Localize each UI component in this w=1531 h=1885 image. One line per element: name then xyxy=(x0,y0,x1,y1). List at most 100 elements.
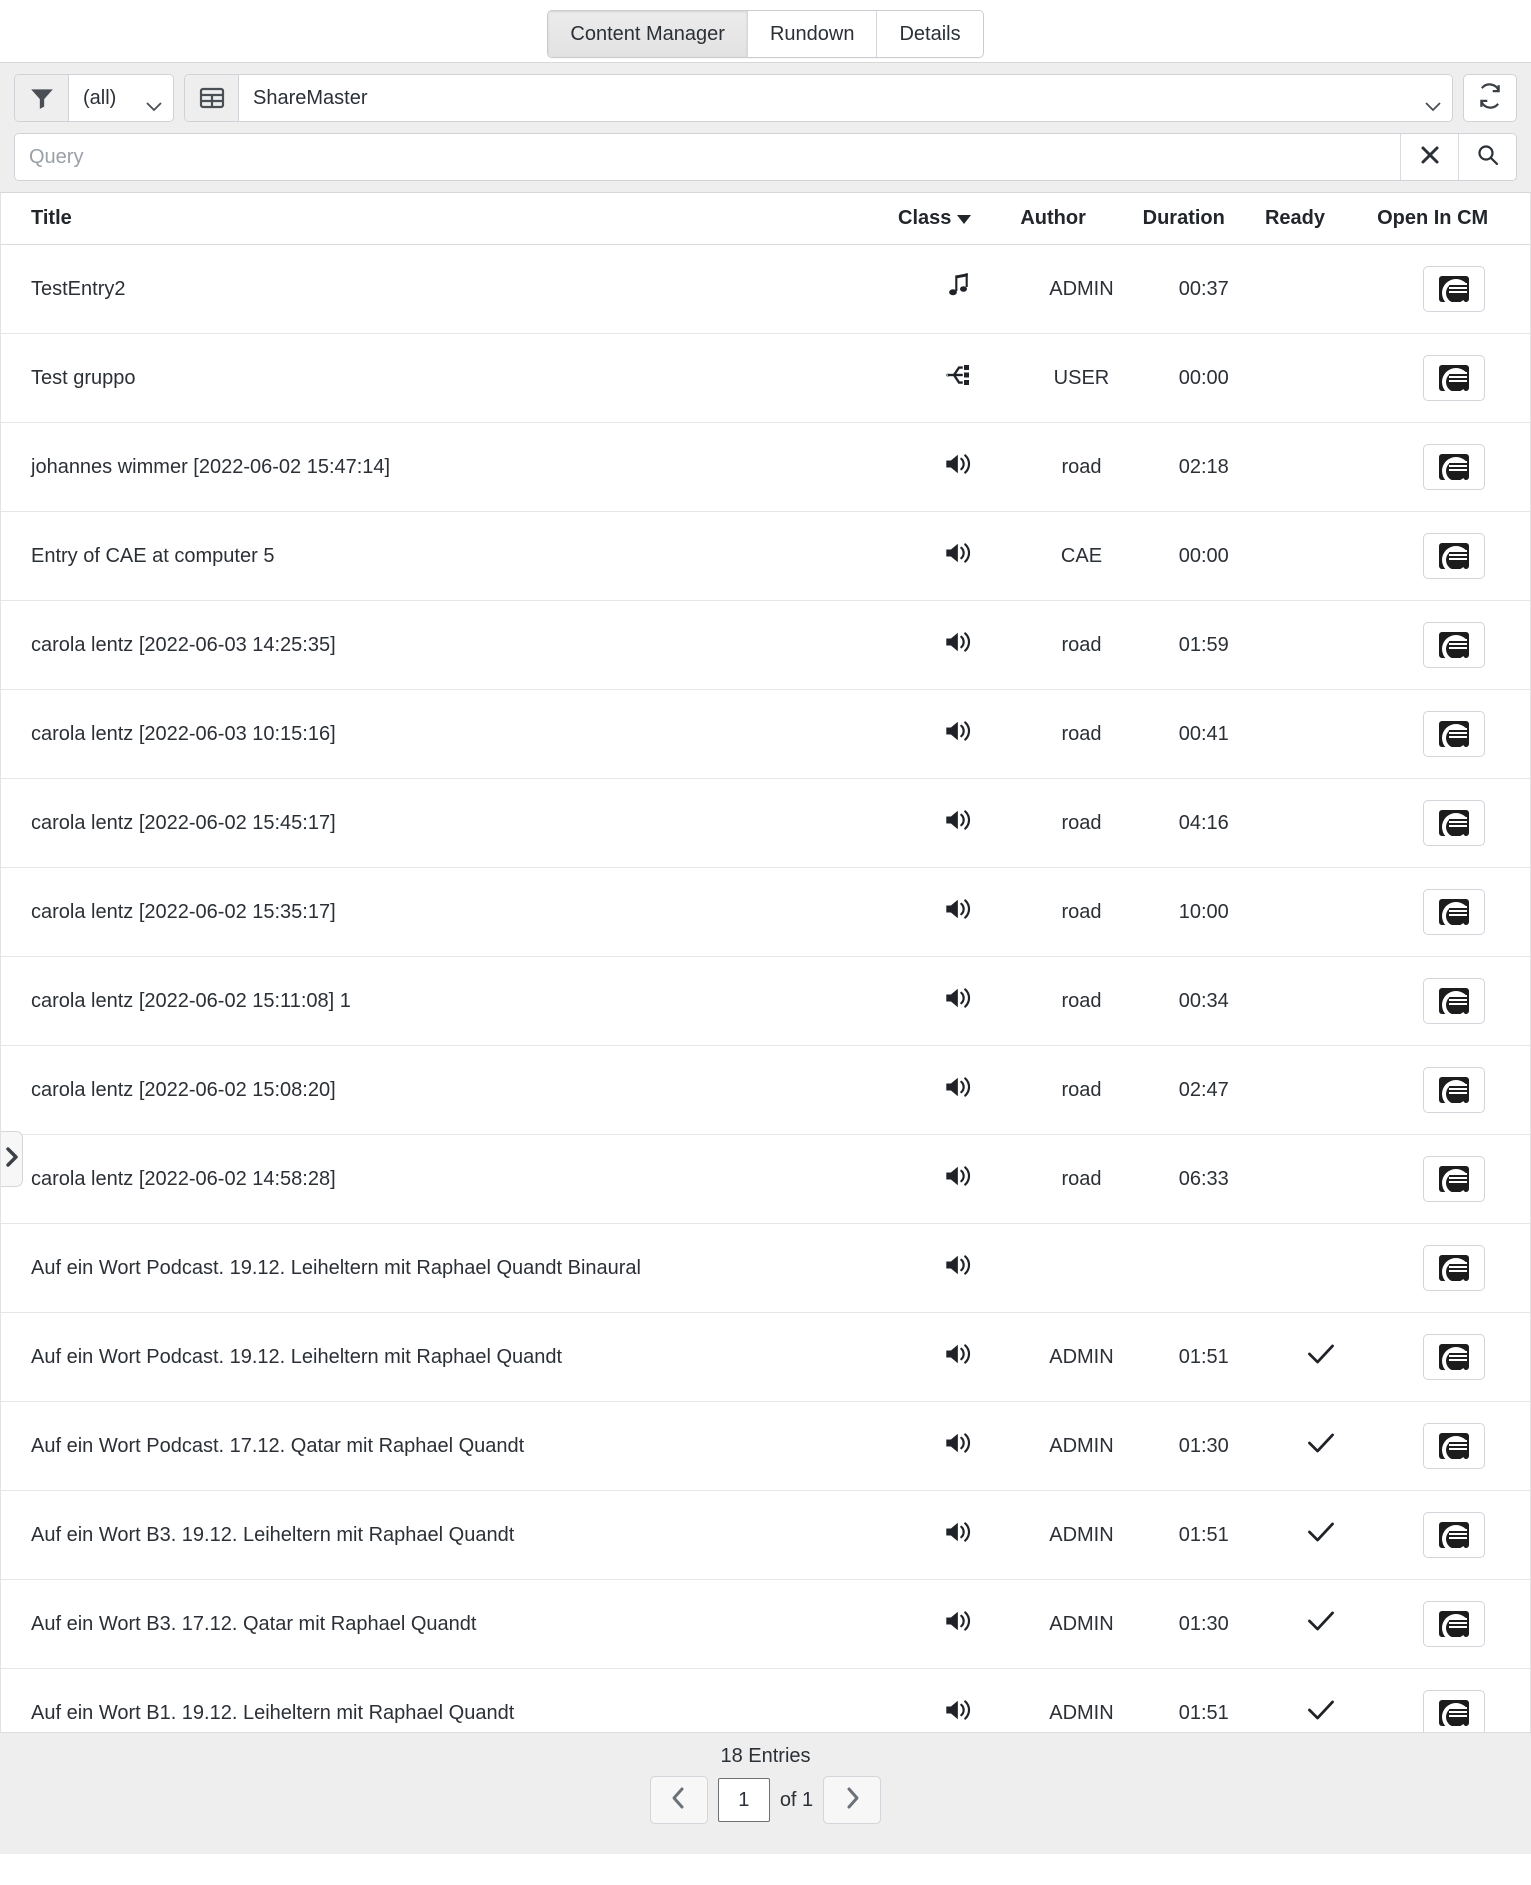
column-header-title[interactable]: Title xyxy=(1,193,898,246)
cell-ready-empty xyxy=(1264,422,1378,513)
content-manager-logo-icon xyxy=(1438,543,1469,570)
cell-title: carola lentz [2022-06-03 14:25:35] xyxy=(1,600,898,691)
previous-page-button[interactable] xyxy=(649,1776,708,1824)
open-in-cm-button[interactable] xyxy=(1422,266,1485,313)
open-in-cm-button[interactable] xyxy=(1422,533,1485,580)
cell-title: carola lentz [2022-06-02 15:11:08] 1 xyxy=(1,956,898,1047)
cell-open-in-cm xyxy=(1377,422,1530,513)
table-row[interactable]: carola lentz [2022-06-02 15:08:20] road 02… xyxy=(1,1045,1530,1136)
next-page-button[interactable] xyxy=(823,1776,882,1824)
cell-title: Test gruppo xyxy=(1,333,898,424)
content-table-area: Title Class Author Duration Ready Open I… xyxy=(0,193,1531,1732)
table-row[interactable]: Auf ein Wort Podcast. 19.12. Leiheltern … xyxy=(1,1223,1530,1314)
content-manager-logo-icon xyxy=(1438,1255,1469,1282)
column-header-class[interactable]: Class xyxy=(898,193,1021,246)
speaker-icon xyxy=(898,511,1021,602)
content-manager-logo-icon xyxy=(1438,632,1469,659)
refresh-button[interactable] xyxy=(1463,74,1517,122)
cell-ready-empty xyxy=(1264,867,1378,958)
cell-author: ADMIN xyxy=(1020,244,1143,335)
table-row[interactable]: johannes wimmer [2022-06-02 15:47:14] roa… xyxy=(1,422,1530,513)
cell-title: TestEntry2 xyxy=(1,244,898,335)
table-row[interactable]: Auf ein Wort B1. 19.12. Leiheltern mit R… xyxy=(1,1668,1530,1732)
share-select[interactable]: ShareMaster xyxy=(239,75,1452,121)
cell-duration: 00:00 xyxy=(1142,511,1265,602)
cell-title: carola lentz [2022-06-03 10:15:16] xyxy=(1,689,898,780)
table-row[interactable]: carola lentz [2022-06-02 15:45:17] road 04… xyxy=(1,778,1530,869)
cell-author: road xyxy=(1020,867,1143,958)
tab-content-manager[interactable]: Content Manager xyxy=(548,11,748,57)
open-in-cm-button[interactable] xyxy=(1422,1334,1485,1381)
table-row[interactable]: TestEntry2 ADMIN 00:37 xyxy=(1,244,1530,335)
tab-details[interactable]: Details xyxy=(877,11,983,57)
cell-open-in-cm xyxy=(1377,1579,1530,1670)
table-grid-icon[interactable] xyxy=(185,75,239,121)
table-row[interactable]: Entry of CAE at computer 5 CAE 00:00 xyxy=(1,511,1530,602)
cell-title: Auf ein Wort B1. 19.12. Leiheltern mit R… xyxy=(1,1668,898,1732)
cell-duration: 10:00 xyxy=(1142,867,1265,958)
open-in-cm-button[interactable] xyxy=(1422,622,1485,669)
cell-ready-empty xyxy=(1264,1134,1378,1225)
open-in-cm-button[interactable] xyxy=(1422,711,1485,758)
cell-duration: 00:37 xyxy=(1142,244,1265,335)
open-in-cm-button[interactable] xyxy=(1422,889,1485,936)
chevron-right-icon xyxy=(5,1146,18,1172)
table-row[interactable]: carola lentz [2022-06-02 14:58:28] road 06… xyxy=(1,1134,1530,1225)
entries-count: 18 Entries xyxy=(720,1745,811,1767)
column-header-open-in-cm[interactable]: Open In CM xyxy=(1377,193,1530,246)
pager: of 1 xyxy=(649,1776,882,1824)
open-in-cm-button[interactable] xyxy=(1422,1601,1485,1648)
table-row[interactable]: Auf ein Wort B3. 17.12. Qatar mit Raphae… xyxy=(1,1579,1530,1670)
open-in-cm-button[interactable] xyxy=(1422,355,1485,402)
cell-open-in-cm xyxy=(1377,1312,1530,1403)
speaker-icon xyxy=(898,1401,1021,1492)
content-manager-logo-icon xyxy=(1438,1077,1469,1104)
column-header-duration[interactable]: Duration xyxy=(1142,193,1265,246)
search-button[interactable] xyxy=(1458,134,1516,180)
chevron-right-icon xyxy=(844,1786,861,1815)
column-header-ready[interactable]: Ready xyxy=(1264,193,1378,246)
cell-open-in-cm xyxy=(1377,511,1530,602)
open-in-cm-button[interactable] xyxy=(1422,1690,1485,1732)
clear-query-button[interactable] xyxy=(1400,134,1458,180)
filter-control: (all) xyxy=(14,74,174,122)
table-row[interactable]: Auf ein Wort Podcast. 17.12. Qatar mit R… xyxy=(1,1401,1530,1492)
left-panel-expander[interactable] xyxy=(1,1131,23,1187)
table-row[interactable]: Auf ein Wort B3. 19.12. Leiheltern mit R… xyxy=(1,1490,1530,1581)
table-row[interactable]: Test gruppo USER 00:00 xyxy=(1,333,1530,424)
table-header-row: Title Class Author Duration Ready Open I… xyxy=(1,193,1530,246)
open-in-cm-button[interactable] xyxy=(1422,1512,1485,1559)
table-row[interactable]: carola lentz [2022-06-03 14:25:35] road 01… xyxy=(1,600,1530,691)
query-bar xyxy=(14,133,1517,181)
content-manager-logo-icon xyxy=(1438,365,1469,392)
table-row[interactable]: carola lentz [2022-06-02 15:11:08] 1 road… xyxy=(1,956,1530,1047)
cell-ready-empty xyxy=(1264,778,1378,869)
content-manager-logo-icon xyxy=(1438,1611,1469,1638)
open-in-cm-button[interactable] xyxy=(1422,1245,1485,1292)
tab-rundown[interactable]: Rundown xyxy=(747,11,878,57)
table-row[interactable]: Auf ein Wort Podcast. 19.12. Leiheltern … xyxy=(1,1312,1530,1403)
open-in-cm-button[interactable] xyxy=(1422,978,1485,1025)
open-in-cm-button[interactable] xyxy=(1422,1423,1485,1470)
toolbar-row: (all) ShareMaster xyxy=(14,74,1517,122)
column-header-author[interactable]: Author xyxy=(1020,193,1143,246)
open-in-cm-button[interactable] xyxy=(1422,444,1485,491)
page-number-input[interactable] xyxy=(717,1778,770,1822)
cell-open-in-cm xyxy=(1377,867,1530,958)
cell-author: ADMIN xyxy=(1020,1490,1143,1581)
filter-select[interactable]: (all) xyxy=(69,75,173,121)
search-input[interactable] xyxy=(15,134,1400,180)
open-in-cm-button[interactable] xyxy=(1422,1067,1485,1114)
cell-ready-empty xyxy=(1264,689,1378,780)
open-in-cm-button[interactable] xyxy=(1422,800,1485,847)
pagination-footer: 18 Entries of 1 xyxy=(0,1732,1531,1854)
open-in-cm-button[interactable] xyxy=(1422,1156,1485,1203)
speaker-icon xyxy=(898,1045,1021,1136)
cell-open-in-cm xyxy=(1377,1134,1530,1225)
share-control: ShareMaster xyxy=(184,74,1453,122)
cell-duration: 01:59 xyxy=(1142,600,1265,691)
table-row[interactable]: carola lentz [2022-06-02 15:35:17] road 10… xyxy=(1,867,1530,958)
table-row[interactable]: carola lentz [2022-06-03 10:15:16] road 00… xyxy=(1,689,1530,780)
filter-icon[interactable] xyxy=(15,75,69,121)
music-note-icon xyxy=(898,244,1021,335)
